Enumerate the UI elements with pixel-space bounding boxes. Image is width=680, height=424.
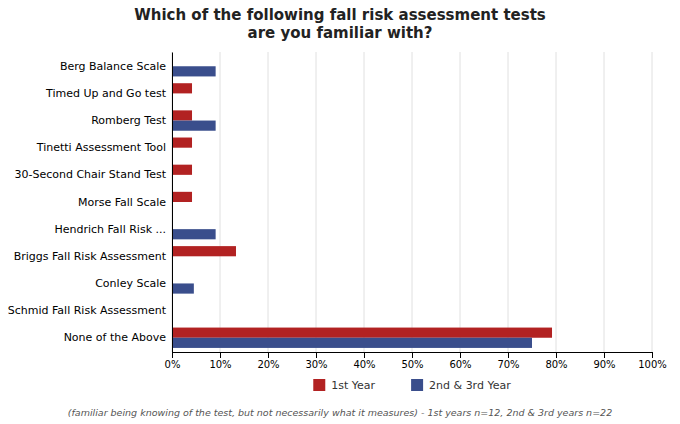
grid-line: [316, 52, 317, 352]
x-tick: 20%: [257, 352, 279, 370]
grid-line: [412, 52, 413, 352]
plot: 0% 10% 20% 30% 40% 50% 60% 70% 80% 90% 100% Berg Ba…: [8, 52, 667, 370]
bar: [172, 110, 192, 120]
grid-line: [268, 52, 269, 352]
legend-label: 2nd & 3rd Year: [429, 379, 511, 392]
x-tick: 0%: [165, 352, 181, 370]
y-tick-label: Romberg Test: [91, 114, 167, 127]
grid-line: [364, 52, 365, 352]
y-tick: Conley Scale: [95, 277, 166, 290]
legend-label: 1st Year: [331, 379, 375, 392]
x-tick-label: 40%: [353, 359, 375, 370]
y-tick-label: Hendrich Fall Risk ...: [54, 223, 166, 236]
x-tick-label: 10%: [209, 359, 231, 370]
y-tick-label: Tinetti Assessment Tool: [36, 141, 166, 154]
bar: [172, 246, 236, 256]
x-tick-label: 100%: [638, 359, 667, 370]
bar: [172, 121, 216, 131]
x-tick-mark: [460, 352, 461, 358]
x-tick-mark: [604, 352, 605, 358]
x-tick: 10%: [209, 352, 231, 370]
x-tick-label: 80%: [545, 359, 567, 370]
x-tick-label: 20%: [257, 359, 279, 370]
x-tick-label: 90%: [593, 359, 615, 370]
grid-line: [172, 52, 173, 352]
x-tick-label: 60%: [449, 359, 471, 370]
y-axis: Berg Balance Scale Timed Up and Go test Ro…: [8, 53, 173, 353]
y-tick: Morse Fall Scale: [78, 196, 166, 209]
y-tick: None of the Above: [64, 331, 167, 344]
legend: 1st Year 2nd & 3rd Year: [313, 379, 511, 392]
x-tick: 80%: [545, 352, 567, 370]
y-tick-label: Morse Fall Scale: [78, 196, 166, 209]
x-tick: 90%: [593, 352, 615, 370]
y-tick: 30-Second Chair Stand Test: [14, 168, 166, 181]
bar: [172, 328, 552, 338]
x-tick: 40%: [353, 352, 375, 370]
chart: 0% 10% 20% 30% 40% 50% 60% 70% 80% 90% 100% Berg Ba…: [0, 0, 680, 424]
bar: [172, 283, 194, 293]
y-tick-label: Briggs Fall Risk Assessment: [14, 250, 167, 263]
y-tick-label: Schmid Fall Risk Assessment: [8, 304, 167, 317]
bar: [172, 66, 216, 76]
y-tick-label: None of the Above: [64, 331, 167, 344]
x-tick-mark: [508, 352, 509, 358]
legend-item: 1st Year: [313, 379, 375, 392]
y-tick: Timed Up and Go test: [45, 87, 167, 100]
bar: [172, 165, 192, 175]
y-tick-label: Berg Balance Scale: [60, 60, 166, 73]
x-tick-mark: [364, 352, 365, 358]
footnote: (familiar being knowing of the test, but…: [68, 407, 612, 418]
grid: [172, 52, 652, 352]
x-tick-label: 0%: [165, 359, 181, 370]
grid-line: [604, 52, 605, 352]
bar-series: [172, 83, 552, 338]
x-tick-mark: [412, 352, 413, 358]
y-tick-label: Timed Up and Go test: [45, 87, 167, 100]
bar-series: [172, 66, 532, 348]
x-tick: 50%: [401, 352, 423, 370]
grid-line: [652, 52, 653, 352]
x-tick-mark: [556, 352, 557, 358]
title: Which of the following fall risk assessm…: [134, 6, 546, 42]
bar: [172, 138, 192, 148]
bar: [172, 192, 192, 202]
y-tick: Berg Balance Scale: [60, 60, 166, 73]
y-tick: Briggs Fall Risk Assessment: [14, 250, 167, 263]
x-tick: 70%: [497, 352, 519, 370]
grid-line: [508, 52, 509, 352]
x-tick-label: 70%: [497, 359, 519, 370]
bar: [172, 229, 216, 239]
x-tick-mark: [172, 352, 173, 358]
x-axis: 0% 10% 20% 30% 40% 50% 60% 70% 80% 90% 100%: [165, 352, 667, 370]
grid-line: [556, 52, 557, 352]
grid-line: [220, 52, 221, 352]
x-tick-mark: [652, 352, 653, 358]
x-tick-mark: [220, 352, 221, 358]
y-tick: Romberg Test: [91, 114, 167, 127]
grid-line: [460, 52, 461, 352]
legend-swatch: [313, 379, 325, 391]
y-tick: Hendrich Fall Risk ...: [54, 223, 166, 236]
x-tick-mark: [316, 352, 317, 358]
x-tick: 100%: [638, 352, 667, 370]
y-tick: Schmid Fall Risk Assessment: [8, 304, 167, 317]
x-tick: 60%: [449, 352, 471, 370]
x-tick-mark: [268, 352, 269, 358]
legend-item: 2nd & 3rd Year: [411, 379, 511, 392]
x-axis-line: [173, 353, 653, 359]
y-tick-label: Conley Scale: [95, 277, 166, 290]
bars: [172, 66, 552, 348]
x-tick-label: 30%: [305, 359, 327, 370]
x-tick-label: 50%: [401, 359, 423, 370]
bar: [172, 83, 192, 93]
y-tick-label: 30-Second Chair Stand Test: [14, 168, 166, 181]
y-tick: Tinetti Assessment Tool: [36, 141, 166, 154]
y-axis-line: [172, 53, 173, 353]
bar: [172, 338, 532, 348]
x-tick: 30%: [305, 352, 327, 370]
legend-swatch: [411, 379, 423, 391]
